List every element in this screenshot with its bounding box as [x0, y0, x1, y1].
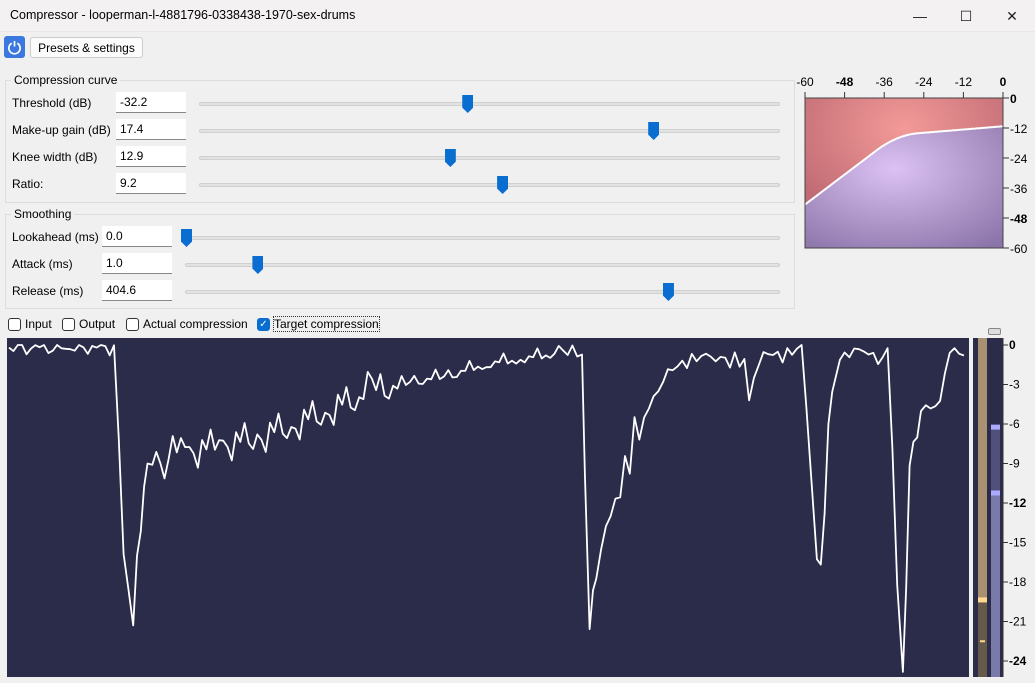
compression-bar-lower — [991, 492, 1000, 677]
threshold-db-slider-thumb[interactable] — [462, 95, 474, 113]
make-up-gain-db-slider[interactable] — [199, 122, 780, 140]
compression-curve-group — [5, 80, 795, 203]
ratio-slider-thumb[interactable] — [497, 176, 509, 194]
graph-background — [7, 338, 969, 677]
release-ms-slider-thumb[interactable] — [662, 283, 674, 301]
y-tick-label: -24 — [1010, 152, 1028, 166]
curve-frame — [804, 97, 1004, 249]
make-up-gain-db-label: Make-up gain (dB) — [12, 123, 111, 137]
knee-width-db-slider-thumb[interactable] — [444, 149, 456, 167]
smoothing-title: Smoothing — [11, 207, 75, 221]
attack-ms-label: Attack (ms) — [12, 257, 73, 271]
curve-below-area — [805, 126, 1003, 248]
x-tick-label: -36 — [876, 75, 894, 89]
lookahead-ms-slider-thumb[interactable] — [181, 229, 192, 247]
checkbox-output[interactable]: Output — [62, 317, 115, 331]
close-button[interactable]: ✕ — [1006, 7, 1018, 24]
y-tick-label: -60 — [1010, 242, 1028, 255]
power-icon — [8, 40, 21, 55]
power-toggle-button[interactable] — [4, 36, 25, 58]
presets-settings-button[interactable]: Presets & settings — [30, 37, 143, 58]
meter-tick-label: 0 — [1009, 338, 1016, 352]
make-up-gain-db-input[interactable]: 17.4 — [116, 119, 186, 140]
release-ms-label: Release (ms) — [12, 284, 84, 298]
ratio-input[interactable]: 9.2 — [116, 173, 186, 194]
lookahead-ms-input[interactable]: 0.0 — [102, 226, 172, 247]
meter-tick-label: -12 — [1009, 496, 1027, 510]
checkbox-box[interactable]: ✓ — [257, 317, 270, 331]
ratio-label: Ratio: — [12, 177, 44, 191]
meter-tick-label: -6 — [1009, 417, 1020, 431]
x-tick-label: -48 — [836, 75, 854, 89]
checkbox-box[interactable] — [8, 317, 21, 331]
checkbox-actual-compression[interactable]: Actual compression — [126, 317, 248, 331]
checkbox-box[interactable] — [126, 317, 139, 331]
smoothing-group — [5, 214, 795, 309]
y-tick-label: -12 — [1010, 122, 1028, 136]
compression-marker-top — [991, 424, 1000, 430]
attack-ms-slider-thumb[interactable] — [252, 256, 264, 274]
threshold-db-input[interactable]: -32.2 — [116, 92, 186, 113]
knee-width-db-label: Knee width (dB) — [12, 150, 98, 164]
compression-marker-mid — [991, 490, 1000, 496]
minimize-button[interactable]: — — [913, 8, 927, 24]
meter-tick-label: -3 — [1009, 378, 1020, 392]
make-up-gain-db-slider-thumb[interactable] — [648, 122, 660, 140]
y-tick-label: 0 — [1010, 92, 1017, 106]
compression-trace-graph — [7, 338, 969, 677]
lookahead-ms-label: Lookahead (ms) — [12, 230, 99, 244]
target-compression-line — [8, 344, 965, 673]
knee-width-db-slider[interactable] — [199, 149, 780, 167]
checkbox-label: Output — [79, 317, 116, 331]
title-bar: Compressor - looperman-l-4881796-0338438… — [0, 0, 1035, 32]
x-tick-label: -12 — [955, 75, 973, 89]
compression-curve-graph: -60 -48 -36 -24 -12 00 -12 -24 -36 -48 -60 — [796, 75, 1028, 255]
level-meter: 0 -3 -6 -9 -12 -15 -18 -21 -24 — [973, 338, 1027, 677]
maximize-button[interactable]: ☐ — [959, 7, 973, 24]
peak-marker — [980, 640, 985, 643]
attack-ms-input[interactable]: 1.0 — [102, 253, 172, 274]
lookahead-ms-slider[interactable] — [181, 229, 780, 247]
level-marker — [978, 597, 987, 603]
level-bar — [978, 338, 987, 601]
ratio-slider[interactable] — [199, 176, 780, 194]
compression-curve-title: Compression curve — [11, 73, 121, 87]
knee-width-db-input[interactable]: 12.9 — [116, 146, 186, 167]
threshold-db-slider[interactable] — [199, 95, 780, 113]
threshold-db-label: Threshold (dB) — [12, 96, 92, 110]
release-ms-slider[interactable] — [185, 283, 780, 301]
checkbox-label: Input — [25, 317, 52, 331]
meter-tick-label: -15 — [1009, 536, 1027, 550]
x-tick-label: -24 — [915, 75, 933, 89]
checkbox-label: Actual compression — [143, 317, 248, 331]
compression-curve-line — [804, 125, 1004, 206]
compression-bar-upper — [991, 426, 1000, 493]
checkbox-target-compression[interactable]: ✓ Target compression — [257, 316, 380, 332]
x-tick-label: 0 — [1000, 75, 1007, 89]
release-ms-input[interactable]: 404.6 — [102, 280, 172, 301]
checkbox-box[interactable] — [62, 317, 75, 331]
checkbox-input[interactable]: Input — [8, 317, 52, 331]
meter-tick-label: -24 — [1009, 654, 1027, 668]
y-tick-label: -36 — [1010, 182, 1028, 196]
meter-tick-label: -18 — [1009, 575, 1027, 589]
window-title: Compressor - looperman-l-4881796-0338438… — [10, 8, 356, 22]
meter-tick-label: -9 — [1009, 457, 1020, 471]
attack-ms-slider[interactable] — [185, 256, 780, 274]
checkbox-label: Target compression — [273, 316, 380, 332]
level-bar-empty — [978, 600, 987, 677]
meter-reset-button[interactable] — [988, 328, 1001, 335]
meter-tick-label: -21 — [1009, 615, 1027, 629]
y-tick-label: -48 — [1010, 212, 1028, 226]
x-tick-label: -60 — [796, 75, 814, 89]
